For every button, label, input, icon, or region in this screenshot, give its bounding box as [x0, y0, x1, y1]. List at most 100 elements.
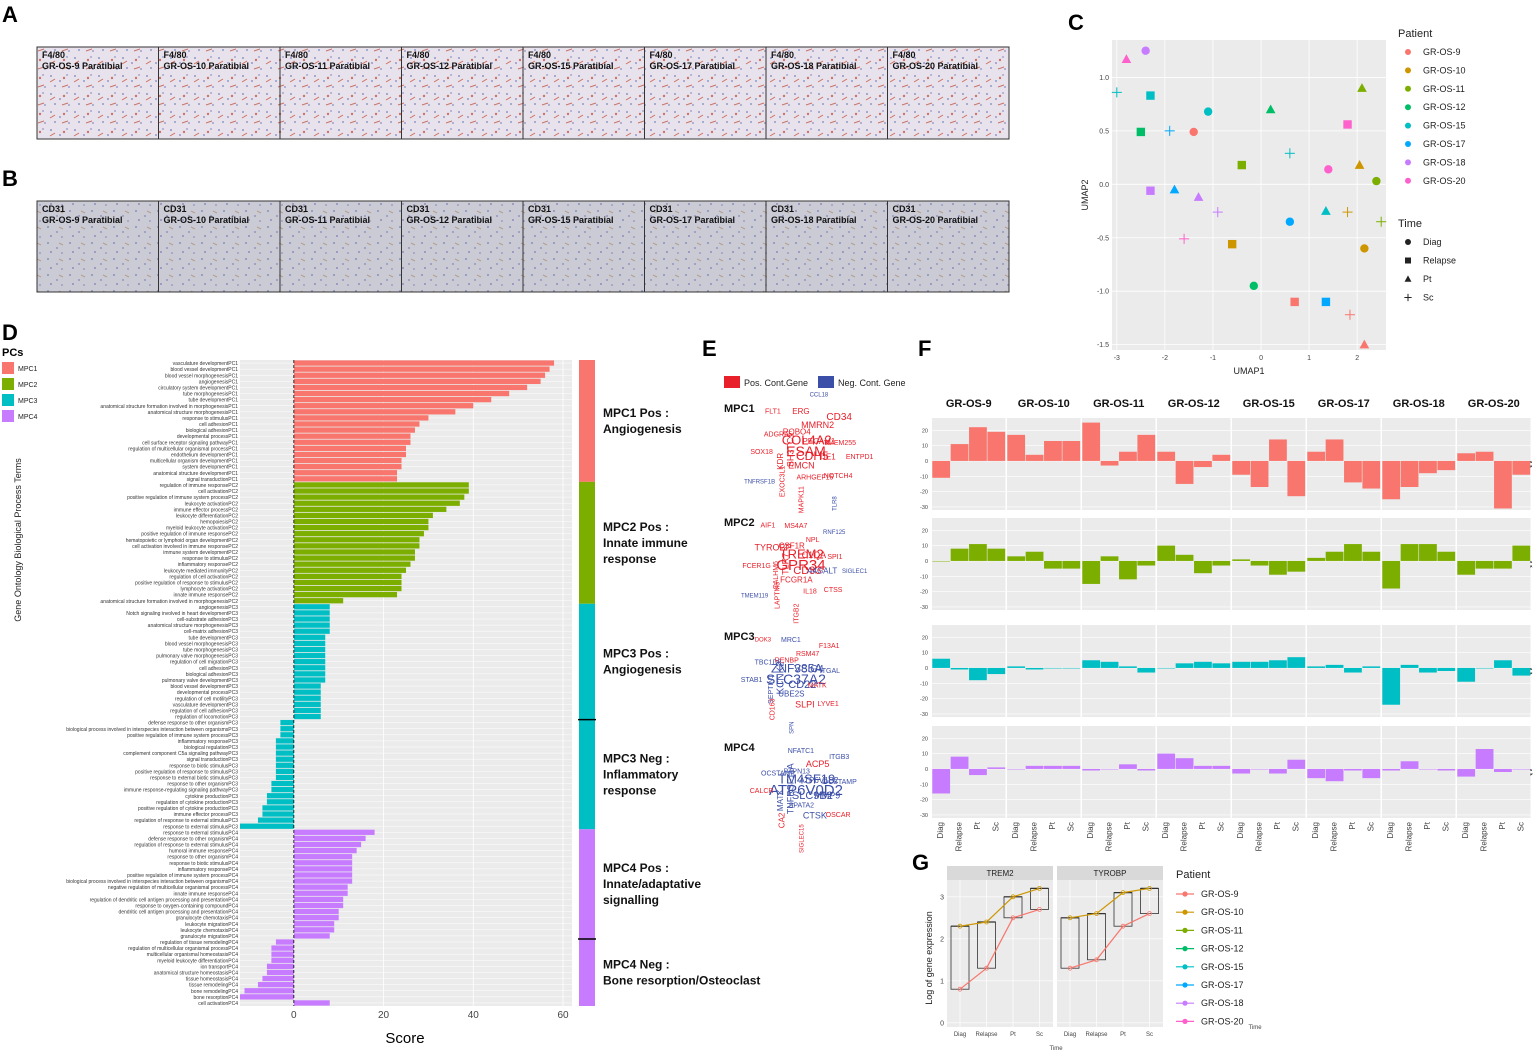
go-annotation-text: Innate/adaptative	[603, 877, 701, 891]
go-bar	[293, 524, 429, 531]
facet-x-tick: Pt	[1198, 821, 1207, 829]
umap-y-tick: 0.0	[1099, 182, 1109, 189]
umap-point	[1321, 205, 1331, 215]
facet-bar	[1212, 663, 1231, 668]
facet-bar	[1437, 551, 1456, 561]
go-bar	[293, 671, 326, 677]
umap-ticks: -3 -2 -1 0 1 2 -1.5 -1.0 -0.5 0.0 0.5 1.0	[1097, 75, 1359, 362]
wordcloud-word: DOK3	[755, 638, 772, 644]
expression-point	[1094, 957, 1099, 963]
panel-label-d: D	[2, 320, 18, 345]
expression-point	[1120, 890, 1126, 895]
facet-x-tick: Relapse	[1180, 821, 1189, 851]
facet-bar	[1475, 667, 1494, 669]
go-term-label: leukocyte activationPC2	[185, 501, 239, 507]
facet-bar	[1362, 460, 1381, 489]
wordcloud-word: MMP9	[814, 790, 840, 800]
panel-label-f: F	[918, 336, 931, 361]
go-term-label: immune effector processPC2	[174, 507, 239, 513]
facet-bar	[1025, 667, 1044, 670]
facet-bar	[1475, 451, 1494, 461]
go-bar	[271, 780, 294, 787]
go-bar	[293, 549, 415, 555]
facet-bar	[1307, 666, 1326, 668]
go-legend-swatch	[2, 378, 14, 390]
facet-x-tick: Sc	[1141, 822, 1150, 831]
go-term-label: biological process involved in interspec…	[66, 879, 238, 885]
go-term-label: response to biotic stimulusPC4	[169, 861, 238, 867]
go-bar	[271, 945, 294, 951]
facet-bar	[969, 768, 987, 776]
go-term-label: biological adhesionPC3	[186, 672, 238, 678]
expression-y-tick: 3	[940, 894, 944, 901]
facet-bar	[1307, 451, 1326, 461]
wordcloud-word: NOTCH4	[824, 473, 853, 480]
go-bar	[293, 835, 366, 842]
go-term-label: regulation of multicellular organismal p…	[128, 446, 238, 452]
facet-bar	[1250, 560, 1269, 566]
cd31-tile-marker: CD31	[893, 204, 916, 214]
expression-legend-label: GR-OS-15	[1201, 962, 1244, 972]
go-term-label: positive regulation of immune system pro…	[127, 733, 238, 739]
go-bar	[280, 726, 294, 732]
facet-bar	[1307, 557, 1326, 561]
go-bar	[293, 689, 321, 695]
f480-tile-sample: GR-OS-15 Paratibial	[528, 61, 614, 71]
f480-tile-sample: GR-OS-20 Paratibial	[893, 61, 979, 71]
facet-bar	[932, 460, 951, 478]
expression-legend-dot	[1182, 891, 1188, 897]
facet-bar	[1437, 667, 1456, 671]
facet-bar	[1344, 768, 1362, 771]
wordcloud-word: CD163	[770, 698, 777, 720]
facet-bar	[1137, 560, 1156, 566]
go-term-label: response to external stimulusPC3	[163, 824, 238, 830]
go-term-label: positive regulation of response to stimu…	[135, 769, 238, 775]
go-legend-swatch	[2, 410, 14, 422]
facet-y-tick: -10	[920, 574, 928, 580]
wordcloud-word: RSM47	[796, 651, 819, 658]
umap-point	[1324, 165, 1333, 174]
go-bar	[293, 421, 420, 427]
facet-bar	[1437, 768, 1456, 771]
go-term-label: defense response to other organismPC3	[148, 721, 238, 727]
go-bar	[293, 884, 348, 890]
expression-y-tick: 2	[940, 936, 944, 943]
umap-legend-time: Pt	[1423, 274, 1432, 284]
facet-bar	[1269, 560, 1287, 575]
facet-bar	[1437, 460, 1456, 471]
wordcloud-word: TYROBP	[755, 542, 792, 552]
wordcloud-word: MRC1	[781, 637, 801, 644]
umap-point	[1141, 46, 1150, 55]
facet-x-tick: Diag	[1461, 822, 1470, 838]
go-term-label: anatomical structure homeostasisPC4	[154, 971, 238, 977]
facet-bar	[987, 767, 1006, 769]
go-legend-label: MPC2	[18, 382, 38, 389]
go-term-label: dendritic cell antigen processing and pr…	[118, 910, 238, 916]
facet-bar	[1325, 439, 1344, 461]
go-term-label: hemopoiesisPC2	[200, 520, 238, 526]
go-term-label: cell surface receptor signaling pathwayP…	[142, 440, 238, 446]
expression-point	[984, 965, 989, 971]
expression-legend-dot	[1182, 1000, 1188, 1006]
f480-tile-marker: F4/80	[285, 50, 308, 60]
facet-bar	[969, 544, 987, 561]
facet-bar	[1287, 657, 1306, 668]
umap-point	[1189, 127, 1198, 137]
go-annotation-text: Angiogenesis	[603, 663, 682, 677]
facet-col-title: GR-OS-18	[1393, 398, 1445, 410]
wordcloud-word: CSF1R	[779, 542, 805, 551]
umap-point	[1372, 176, 1381, 186]
facet-y-tick: 10	[922, 444, 928, 450]
cd31-tile	[158, 200, 281, 293]
wordcloud-word: SLPI	[795, 700, 815, 710]
expression-x-label: Time	[1049, 1046, 1063, 1052]
facet-x-tick: Sc	[1441, 822, 1450, 831]
wordcloud-word: OCSTAMP	[761, 770, 795, 777]
expression-legend-label: GR-OS-10	[1201, 907, 1244, 917]
facet-bar	[1007, 434, 1026, 461]
go-term-label: cell adhesionPC3	[199, 666, 238, 672]
facet-background	[1157, 726, 1231, 818]
cd31-tile	[887, 200, 1010, 293]
go-bar	[266, 799, 294, 805]
